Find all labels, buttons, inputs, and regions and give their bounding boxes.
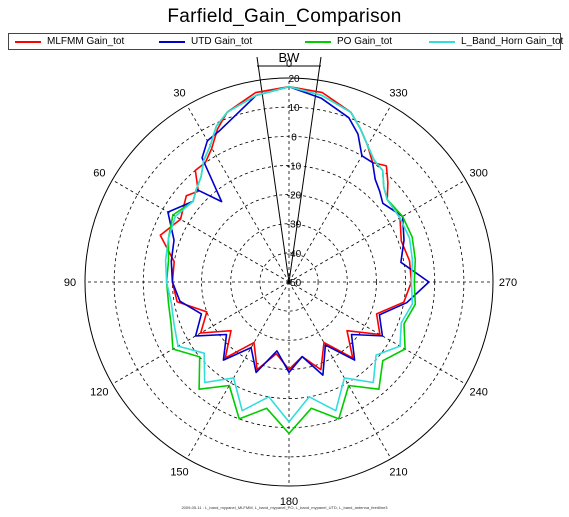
angle-tick-label: 60: [93, 168, 105, 180]
footer-caption: 2009-05-11 : L_band_mypanel_MLFMM, L_ban…: [181, 505, 388, 510]
legend-swatch-po: [305, 40, 331, 43]
angle-tick-label: 270: [499, 277, 517, 289]
angle-tick-labels: 0 30 60 90 120 150 180 210 240 270 300 330: [64, 58, 517, 508]
radial-tick-label: -20: [287, 191, 302, 202]
legend-label-utd: UTD Gain_tot: [191, 36, 253, 47]
radial-tick-label: 0: [291, 132, 297, 143]
legend-label-po: PO Gain_tot: [337, 36, 393, 47]
legend-swatch-mlfmm: [15, 40, 41, 43]
grid-spoke: [288, 281, 466, 385]
series-line-3: [164, 85, 414, 423]
chart-title: Farfield_Gain_Comparison: [167, 6, 402, 27]
bw-label: BW: [279, 50, 301, 65]
legend-label-horn: L_Band_Horn Gain_tot: [461, 36, 564, 47]
grid-circle: [230, 223, 348, 341]
polar-grid: [84, 77, 494, 487]
legend-entry-po: PO Gain_tot: [305, 34, 392, 49]
chart-legend: MLFMM Gain_tot UTD Gain_tot PO Gain_tot …: [8, 33, 563, 50]
angle-tick-label: 150: [170, 467, 188, 479]
grid-spoke: [186, 281, 290, 459]
angle-tick-label: 180: [280, 496, 298, 508]
legend-entry-horn: L_Band_Horn Gain_tot: [429, 34, 563, 49]
radial-tick-label: -40: [287, 249, 302, 260]
angle-tick-label: 90: [64, 277, 76, 289]
grid-spoke: [186, 105, 290, 283]
grid-spoke: [288, 105, 392, 283]
angle-tick-label: 240: [469, 387, 487, 399]
legend-entry-utd: UTD Gain_tot: [159, 34, 252, 49]
grid-spoke: [112, 179, 290, 283]
angle-tick-label: 120: [90, 387, 108, 399]
angle-tick-label: 30: [173, 87, 185, 99]
radial-tick-labels: 20 10 0 -10 -20 -30 -40 -50: [287, 74, 302, 289]
angle-tick-label: 330: [389, 87, 407, 99]
radial-tick-label: 20: [288, 74, 300, 85]
grid-spoke: [288, 179, 466, 283]
series-curves: [159, 85, 430, 435]
legend-entry-mlfmm: MLFMM Gain_tot: [15, 34, 124, 49]
radial-tick-label: -10: [287, 161, 302, 172]
angle-tick-label: 0: [286, 58, 292, 70]
legend-swatch-horn: [429, 40, 455, 43]
radial-tick-label: -30: [287, 220, 302, 231]
grid-circle: [201, 194, 377, 370]
grid-outer-circle: [84, 77, 494, 487]
radial-tick-label: 10: [288, 103, 300, 114]
radial-tick-label: -50: [287, 278, 302, 289]
series-line-0: [159, 85, 413, 371]
angle-tick-label: 210: [389, 467, 407, 479]
grid-circle: [259, 252, 319, 312]
legend-swatch-utd: [159, 40, 185, 43]
legend-label-mlfmm: MLFMM Gain_tot: [47, 36, 125, 47]
grid-spoke: [288, 281, 392, 459]
angle-tick-label: 300: [469, 168, 487, 180]
